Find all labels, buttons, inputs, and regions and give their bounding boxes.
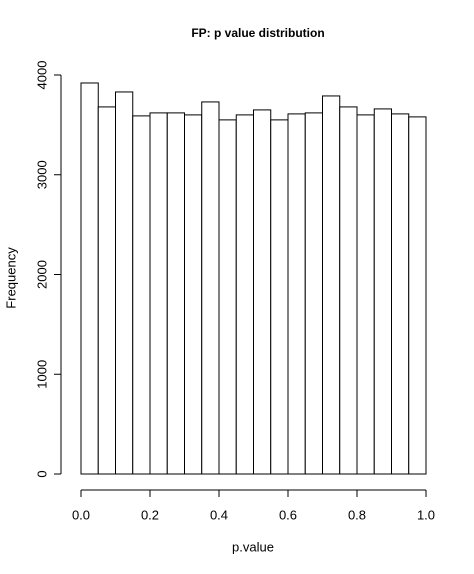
y-tick-label: 4000	[34, 61, 49, 90]
y-axis-label: Frequency	[3, 247, 18, 309]
bar	[287, 113, 306, 475]
x-tick-label: 0.4	[210, 507, 228, 522]
bar	[80, 82, 99, 475]
bar	[166, 112, 185, 475]
bar	[115, 91, 134, 475]
bar	[391, 113, 410, 475]
chart-title: FP: p value distribution	[191, 26, 324, 40]
x-axis-label: p.value	[232, 539, 274, 554]
bar	[304, 112, 323, 475]
x-tick-label: 1.0	[417, 507, 435, 522]
bar	[184, 114, 203, 475]
bar	[270, 119, 289, 475]
x-tick-label: 0.6	[279, 507, 297, 522]
bar	[235, 114, 254, 475]
bar	[408, 116, 427, 475]
y-tick-label: 2000	[34, 260, 49, 289]
y-tick-label: 3000	[34, 160, 49, 189]
bar	[132, 115, 151, 475]
bar	[373, 108, 392, 475]
y-tick-label: 0	[34, 470, 49, 477]
x-tick-label: 0.0	[72, 507, 90, 522]
bar	[356, 114, 375, 475]
bar	[339, 106, 358, 475]
x-tick-label: 0.8	[348, 507, 366, 522]
x-tick-label: 0.2	[141, 507, 159, 522]
bar	[149, 112, 168, 475]
bar	[322, 95, 341, 475]
y-tick-label: 1000	[34, 360, 49, 389]
bar	[97, 106, 116, 475]
bar	[253, 109, 272, 475]
bar	[201, 101, 220, 475]
bar	[218, 119, 237, 475]
